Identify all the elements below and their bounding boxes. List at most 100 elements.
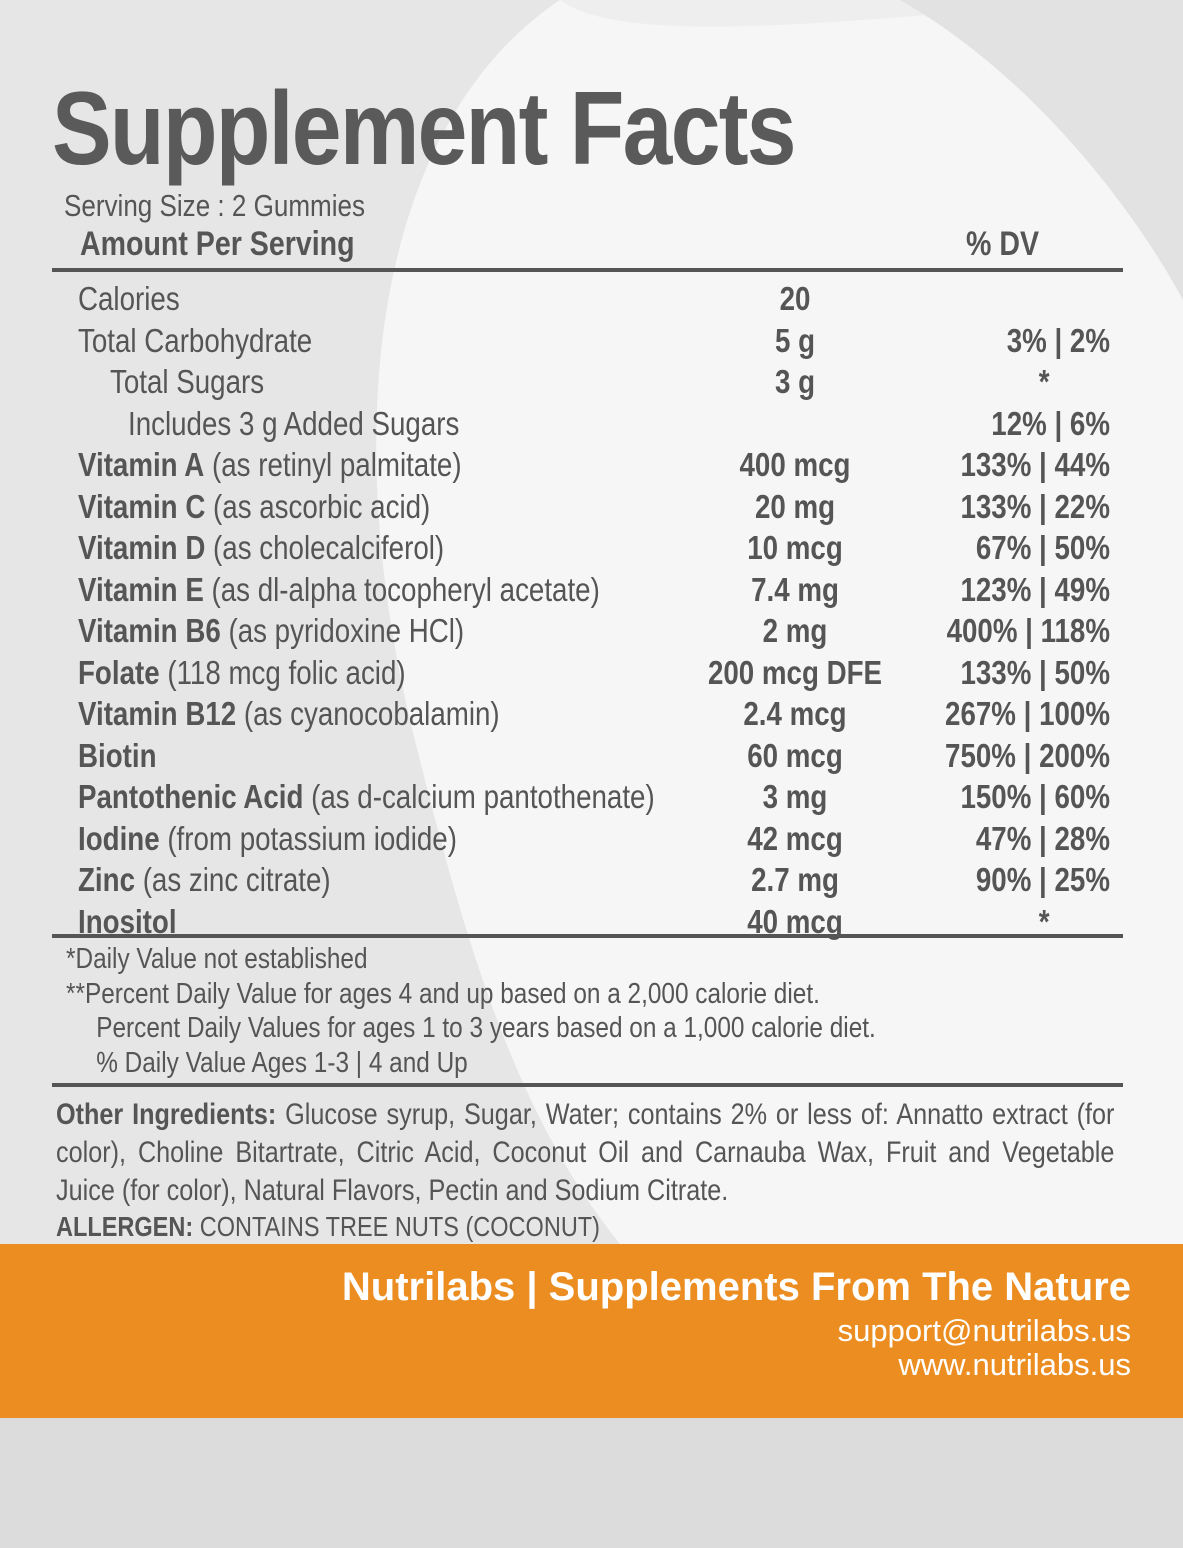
amount-value: 3 mg bbox=[762, 778, 828, 815]
divider bbox=[52, 1083, 1123, 1087]
amount-value: 20 mg bbox=[754, 487, 836, 525]
nutrient-name-bold: Vitamin C bbox=[78, 487, 206, 525]
nutrient-name-bold: Zinc bbox=[78, 861, 135, 898]
amount-value: 10 mcg bbox=[747, 529, 843, 566]
nutrient-name: Total Sugars bbox=[110, 361, 264, 402]
footnote: **Percent Daily Value for ages 4 and up … bbox=[66, 977, 820, 1010]
amount-value: 60 mcg bbox=[747, 736, 843, 774]
nutrient-name-bold: Inositol bbox=[78, 902, 177, 940]
ingredients-label: Other Ingredients: bbox=[56, 1098, 277, 1131]
nutrient-name: Biotin bbox=[78, 735, 157, 776]
nutrient-table: Calories 20 Total Carbohydrate 5 g 3% | 2% To… bbox=[0, 278, 1183, 942]
amount-value: 400 mcg bbox=[739, 446, 851, 483]
nutrient-name-detail: Total Sugars bbox=[110, 363, 265, 400]
nutrient-name-detail: Total Carbohydrate bbox=[78, 321, 313, 359]
table-row: Vitamin A (as retinyl palmitate) 400 mcg 1… bbox=[0, 444, 1183, 486]
footnotes: *Daily Value not established **Percent D… bbox=[66, 942, 1030, 1080]
nutrient-name: Vitamin D (as cholecalciferol) bbox=[78, 527, 444, 568]
footnote: *Daily Value not established bbox=[66, 943, 368, 975]
nutrient-name: Pantothenic Acid (as d-calcium pantothen… bbox=[78, 776, 655, 817]
dv-value: 400% | 118% bbox=[946, 612, 1110, 649]
dv-value: 123% | 49% bbox=[960, 570, 1110, 608]
dv-value: 133% | 44% bbox=[960, 446, 1110, 483]
table-row: Vitamin B12 (as cyanocobalamin) 2.4 mcg 26… bbox=[0, 693, 1183, 735]
nutrient-name-detail: (as cyanocobalamin) bbox=[236, 695, 500, 732]
nutrient-name-bold: Vitamin A bbox=[78, 446, 205, 483]
amount-value: 2.7 mg bbox=[751, 861, 839, 898]
dv-value: 90% | 25% bbox=[975, 861, 1110, 898]
nutrient-name-bold: Vitamin B12 bbox=[78, 695, 237, 732]
nutrient-name-detail: (as dl-alpha tocopheryl acetate) bbox=[203, 570, 600, 608]
nutrient-name: Vitamin E (as dl-alpha tocopheryl acetat… bbox=[78, 569, 600, 610]
allergen-statement: ALLERGEN: CONTAINS TREE NUTS (COCONUT) bbox=[56, 1210, 600, 1244]
divider bbox=[52, 934, 1123, 938]
amount-value: 2.4 mcg bbox=[743, 695, 847, 732]
amount-value: 40 mcg bbox=[747, 902, 843, 940]
nutrient-name: Iodine (from potassium iodide) bbox=[78, 818, 457, 859]
nutrient-name-bold: Vitamin E bbox=[78, 570, 204, 608]
divider bbox=[52, 268, 1123, 272]
dv-value: * bbox=[1038, 902, 1050, 940]
nutrient-name-bold: Iodine bbox=[78, 819, 160, 857]
nutrient-name-detail: (as d-calcium pantothenate) bbox=[303, 778, 655, 815]
nutrient-name: Includes 3 g Added Sugars bbox=[128, 403, 459, 444]
brand-banner: Nutrilabs | Supplements From The Nature … bbox=[0, 1244, 1183, 1418]
dv-value: 150% | 60% bbox=[960, 778, 1110, 815]
serving-size: Serving Size : 2 Gummies bbox=[64, 188, 366, 223]
dv-value: 133% | 50% bbox=[960, 653, 1110, 691]
table-row: Inositol 40 mcg * bbox=[0, 901, 1183, 943]
allergen-label: ALLERGEN: bbox=[56, 1211, 194, 1242]
dv-value: 47% | 28% bbox=[975, 819, 1110, 857]
table-row: Biotin 60 mcg 750% | 200% bbox=[0, 735, 1183, 777]
table-row: Folate (118 mcg folic acid) 200 mcg DFE 13… bbox=[0, 652, 1183, 694]
nutrient-name-detail: (as pyridoxine HCl) bbox=[220, 612, 465, 649]
ingredients-text: Glucose syrup, Sugar, Water; contains 2%… bbox=[56, 1098, 1115, 1207]
nutrient-name-bold: Biotin bbox=[78, 736, 157, 774]
page-title: Supplement Facts bbox=[52, 71, 797, 187]
table-row: Iodine (from potassium iodide) 42 mcg 47% … bbox=[0, 818, 1183, 860]
nutrient-name-detail: (as retinyl palmitate) bbox=[204, 446, 462, 483]
footnote: % Daily Value Ages 1-3 | 4 and Up bbox=[96, 1046, 468, 1079]
nutrient-name: Vitamin C (as ascorbic acid) bbox=[78, 486, 430, 527]
table-row: Calories 20 bbox=[0, 278, 1183, 320]
bottom-strip bbox=[0, 1418, 1183, 1548]
nutrient-name-bold: Pantothenic Acid bbox=[78, 778, 304, 815]
dv-value: 750% | 200% bbox=[945, 736, 1110, 774]
amount-value: 2 mg bbox=[762, 612, 828, 649]
nutrient-name-detail: (from potassium iodide) bbox=[159, 819, 457, 857]
website: www.nutrilabs.us bbox=[898, 1347, 1131, 1382]
dv-value: 3% | 2% bbox=[1006, 321, 1110, 359]
dv-value: 267% | 100% bbox=[945, 695, 1110, 732]
nutrient-name-detail: (as cholecalciferol) bbox=[205, 529, 445, 566]
dv-value: 133% | 22% bbox=[960, 487, 1110, 525]
table-row: Vitamin C (as ascorbic acid) 20 mg 133% | … bbox=[0, 486, 1183, 528]
nutrient-name: Inositol bbox=[78, 901, 177, 942]
nutrient-name-bold: Vitamin D bbox=[78, 529, 206, 566]
table-header: Amount Per Serving % DV bbox=[80, 224, 1120, 268]
amount-value: 42 mcg bbox=[747, 819, 843, 857]
table-row: Vitamin B6 (as pyridoxine HCl) 2 mg 400% |… bbox=[0, 610, 1183, 652]
nutrient-name: Total Carbohydrate bbox=[78, 320, 312, 361]
table-row: Zinc (as zinc citrate) 2.7 mg 90% | 25% bbox=[0, 859, 1183, 901]
table-row: Total Carbohydrate 5 g 3% | 2% bbox=[0, 320, 1183, 362]
support-email: support@nutrilabs.us bbox=[837, 1313, 1131, 1348]
nutrient-name-detail: Includes 3 g Added Sugars bbox=[128, 404, 460, 442]
nutrient-name: Vitamin B12 (as cyanocobalamin) bbox=[78, 693, 500, 734]
footnote: Percent Daily Values for ages 1 to 3 yea… bbox=[96, 1012, 876, 1044]
nutrient-name-detail: Calories bbox=[78, 280, 180, 317]
amount-value: 3 g bbox=[774, 363, 816, 400]
dv-value: 12% | 6% bbox=[991, 404, 1110, 442]
table-row: Vitamin D (as cholecalciferol) 10 mcg 67% … bbox=[0, 527, 1183, 569]
nutrient-name-detail: (118 mcg folic acid) bbox=[159, 653, 406, 691]
other-ingredients: Other Ingredients: Glucose syrup, Sugar,… bbox=[56, 1096, 1114, 1210]
nutrient-name: Vitamin B6 (as pyridoxine HCl) bbox=[78, 610, 464, 651]
table-row: Total Sugars 3 g * bbox=[0, 361, 1183, 403]
amount-value: 20 bbox=[779, 280, 811, 317]
table-row: Vitamin E (as dl-alpha tocopheryl acetat… bbox=[0, 569, 1183, 611]
nutrient-name-detail: (as zinc citrate) bbox=[134, 861, 331, 898]
amount-value: 5 g bbox=[774, 321, 816, 359]
allergen-text: CONTAINS TREE NUTS (COCONUT) bbox=[193, 1211, 601, 1242]
amount-value: 7.4 mg bbox=[751, 570, 839, 608]
amount-value: 200 mcg DFE bbox=[707, 653, 883, 691]
